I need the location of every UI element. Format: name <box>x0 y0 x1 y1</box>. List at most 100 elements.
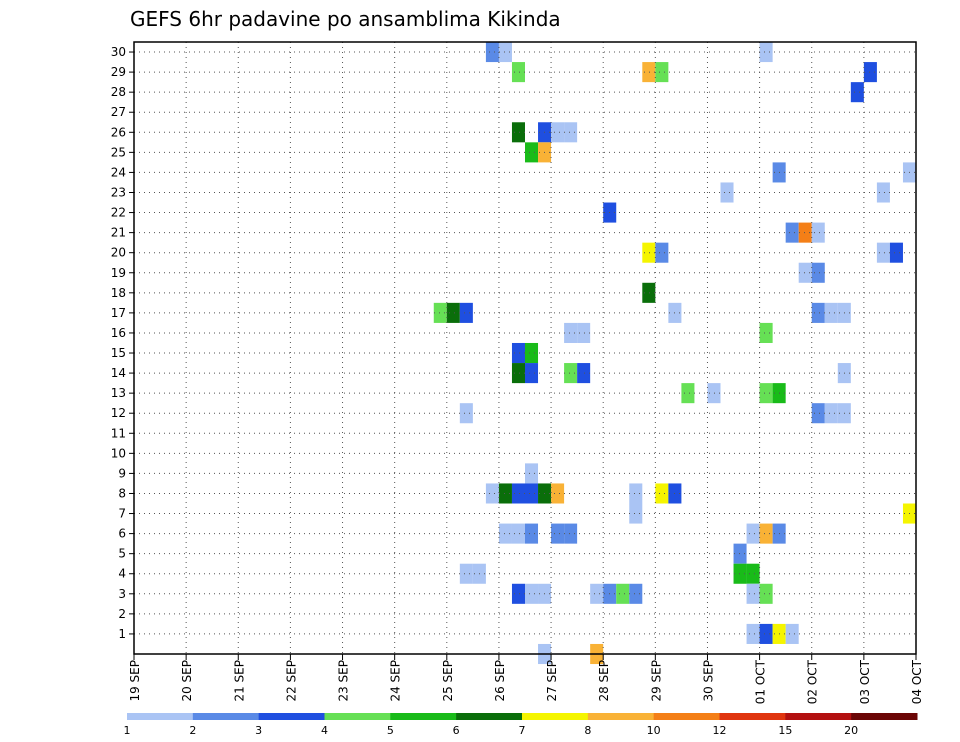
precip-cell <box>525 463 539 484</box>
legend-label: 8 <box>584 724 591 737</box>
precip-cell <box>655 62 669 83</box>
precip-cell <box>577 322 591 343</box>
precip-cell <box>642 282 656 303</box>
plot-frame <box>133 41 917 655</box>
precip-cell <box>759 42 773 63</box>
precip-cell <box>485 483 499 504</box>
legend-swatch <box>456 713 523 720</box>
precip-cell <box>759 623 773 644</box>
precip-cell <box>498 42 512 63</box>
x-tick-label: 26 SEP <box>493 660 507 702</box>
y-axis: 1234567891011121314151617181920212223242… <box>111 45 134 641</box>
legend-label: 2 <box>189 724 196 737</box>
precip-cell <box>759 322 773 343</box>
precip-cell <box>785 623 799 644</box>
precip-cell <box>889 242 903 263</box>
y-tick-label: 15 <box>111 346 126 360</box>
cell-layer <box>433 42 916 665</box>
precip-cell <box>785 222 799 243</box>
legend-swatch <box>192 713 260 720</box>
y-tick-label: 13 <box>111 386 126 400</box>
legend: 1 2 3 4 5 6 7 8 10 12 15 20 <box>124 713 918 737</box>
precip-cell <box>446 302 460 323</box>
precip-cell <box>798 222 812 243</box>
precip-cell <box>655 483 669 504</box>
legend-label: 20 <box>844 724 858 737</box>
precip-cell <box>824 302 838 323</box>
precip-cell <box>707 383 721 404</box>
y-tick-label: 17 <box>111 306 126 320</box>
precip-cell <box>876 182 890 203</box>
legend-label: 12 <box>713 724 727 737</box>
precip-cell <box>459 403 473 424</box>
precip-cell <box>433 302 447 323</box>
legend-swatch <box>127 713 194 720</box>
x-tick-label: 23 SEP <box>337 660 351 702</box>
precip-cell <box>863 62 877 83</box>
precip-cell <box>681 383 695 404</box>
precip-cell <box>511 363 525 384</box>
precip-cell <box>746 523 760 544</box>
y-tick-label: 12 <box>111 406 126 420</box>
legend-label: 15 <box>778 724 792 737</box>
y-tick-label: 7 <box>118 507 126 521</box>
x-tick-label: 27 SEP <box>545 660 559 702</box>
chart-title: GEFS 6hr padavine po ansamblima Kikinda <box>130 7 561 31</box>
precip-cell <box>876 242 890 263</box>
precip-cell <box>459 302 473 323</box>
precip-cell <box>811 262 825 283</box>
legend-label: 4 <box>321 724 328 737</box>
legend-label: 1 <box>124 724 131 737</box>
y-tick-label: 21 <box>111 226 126 240</box>
precip-cell <box>759 583 773 604</box>
legend-swatch <box>324 713 391 720</box>
legend-swatch <box>522 713 589 720</box>
precip-cell <box>850 82 864 103</box>
grid-layer <box>134 42 916 654</box>
precip-cell <box>511 342 525 364</box>
y-tick-label: 27 <box>111 105 126 119</box>
precip-cell <box>551 483 565 504</box>
precip-cell <box>655 242 669 263</box>
precip-cell <box>629 483 643 504</box>
precip-cell <box>642 62 656 83</box>
legend-label: 3 <box>255 724 262 737</box>
legend-label: 10 <box>647 724 661 737</box>
y-tick-label: 19 <box>111 266 126 280</box>
precip-cell <box>746 623 760 644</box>
legend-swatch <box>653 713 720 720</box>
x-tick-label: 21 SEP <box>232 660 246 702</box>
legend-swatch <box>258 713 325 720</box>
y-tick-label: 23 <box>111 185 126 199</box>
x-tick-label: 28 SEP <box>597 660 611 702</box>
y-tick-label: 30 <box>111 45 126 59</box>
x-tick-label: 29 SEP <box>649 660 663 702</box>
legend-label: 5 <box>387 724 394 737</box>
precip-cell <box>811 403 825 424</box>
precip-cell <box>511 122 525 143</box>
precip-cell <box>525 483 539 504</box>
precip-cell <box>525 583 539 604</box>
precip-cell <box>629 503 643 524</box>
legend-swatch <box>785 713 852 720</box>
y-tick-label: 18 <box>111 286 126 300</box>
precip-cell <box>551 122 565 143</box>
precip-cell <box>746 563 760 584</box>
precip-cell <box>459 563 473 584</box>
precip-cell <box>642 242 656 263</box>
precip-cell <box>564 523 578 544</box>
y-tick-label: 9 <box>118 466 126 480</box>
precip-cell <box>733 563 747 584</box>
precip-cell <box>759 383 773 404</box>
precip-cell <box>564 363 578 384</box>
x-tick-label: 03 OCT <box>858 659 872 704</box>
legend-swatch <box>587 713 655 720</box>
legend-label: 6 <box>453 724 460 737</box>
x-tick-label: 01 OCT <box>754 659 768 704</box>
y-tick-label: 4 <box>118 567 126 581</box>
y-tick-label: 29 <box>111 65 126 79</box>
precip-cell <box>564 322 578 343</box>
x-tick-label: 30 SEP <box>701 660 715 702</box>
y-tick-label: 16 <box>111 326 126 340</box>
